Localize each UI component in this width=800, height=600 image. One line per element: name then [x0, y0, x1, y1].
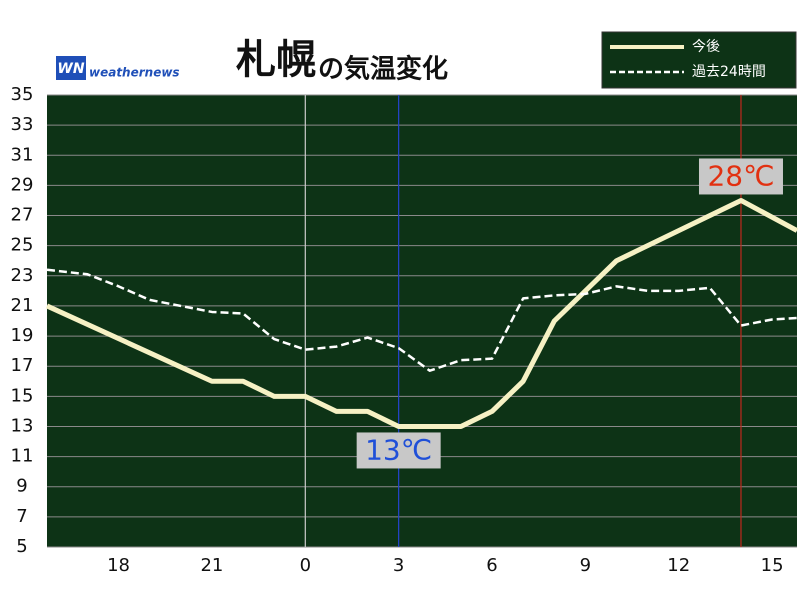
logo-mark: WN — [57, 61, 84, 77]
x-tick-label: 21 — [200, 555, 223, 576]
annotation: 28℃ — [707, 159, 774, 192]
y-tick-label: 35 — [11, 84, 34, 105]
y-tick-label: 33 — [11, 114, 34, 135]
y-tick-label: 25 — [11, 235, 34, 256]
forecast-line — [45, 197, 799, 429]
x-tick-label: 0 — [300, 555, 311, 576]
y-tick-label: 23 — [11, 265, 34, 286]
y-tick-label: 19 — [11, 325, 34, 346]
y-tick-label: 13 — [11, 415, 34, 436]
x-tick-label: 9 — [580, 555, 591, 576]
y-tick-label: 5 — [16, 536, 27, 557]
annotation-box — [356, 432, 441, 469]
legend-label: 過去24時間 — [692, 64, 766, 80]
y-tick-label: 7 — [16, 506, 27, 527]
legend-box — [601, 31, 797, 89]
past-line — [46, 268, 798, 372]
y-tick-label: 11 — [11, 446, 34, 467]
y-tick-label: 9 — [16, 476, 27, 497]
logo-text: weathernews — [89, 66, 180, 80]
x-tick-label: 3 — [393, 555, 404, 576]
y-tick-label: 17 — [11, 355, 34, 376]
x-tick-label: 12 — [667, 555, 690, 576]
y-tick-label: 15 — [11, 385, 34, 406]
chart-title: 札幌 — [236, 37, 316, 83]
y-tick-label: 27 — [11, 205, 34, 226]
plot-area — [47, 95, 797, 547]
y-tick-label: 29 — [11, 174, 34, 195]
y-tick-label: 21 — [11, 295, 34, 316]
y-tick-label: 31 — [11, 144, 34, 165]
x-tick-label: 15 — [761, 555, 784, 576]
chart-subtitle: の気温変化 — [318, 54, 448, 85]
annotation-box — [698, 158, 783, 195]
logo: WN weathernews — [56, 56, 180, 80]
legend-label: 今後 — [692, 39, 720, 55]
annotation: 13℃ — [365, 433, 432, 466]
logo-box — [56, 56, 86, 80]
x-tick-label: 18 — [107, 555, 130, 576]
x-tick-label: 6 — [486, 555, 497, 576]
